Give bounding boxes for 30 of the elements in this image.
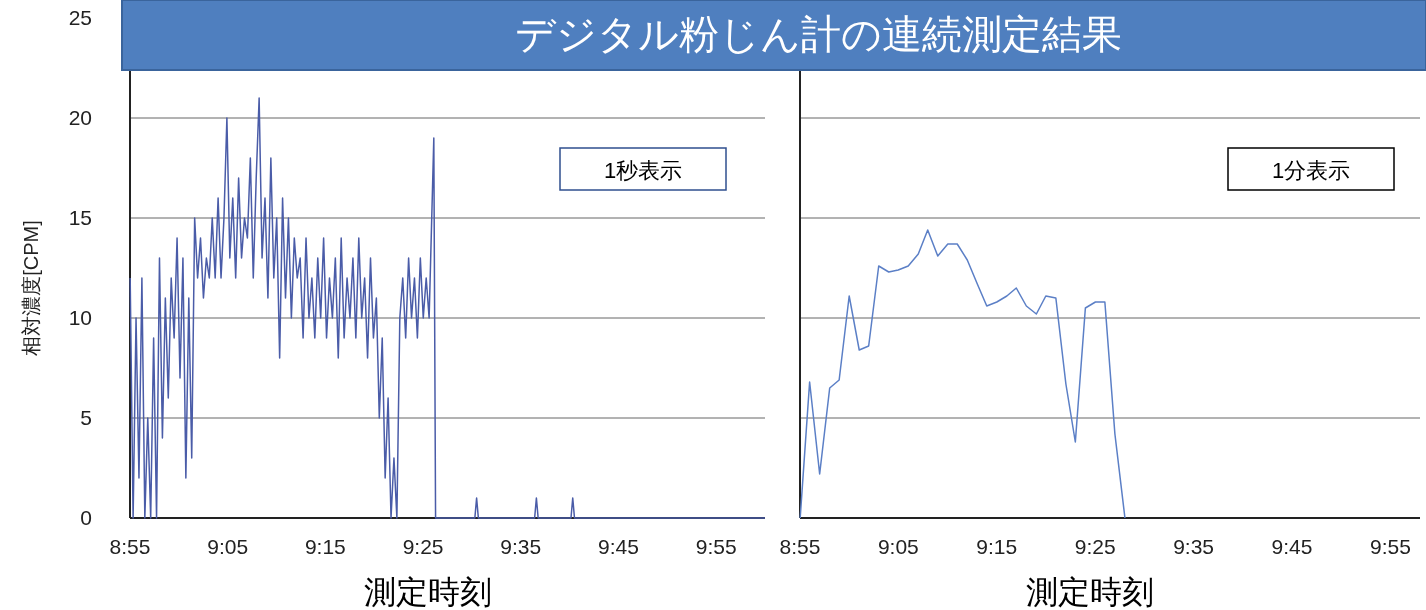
y-tick-label: 5 [80,406,92,429]
annotation: 1分表示 [1271,158,1351,183]
annotation: 1秒表示 [603,158,683,183]
y-tick-label: 0 [80,506,92,529]
x-tick-label: 9:55 [695,535,737,558]
x-tick-label: 9:05 [877,535,919,558]
label-box: 1秒表示 [559,147,727,191]
chart-title: デジタル粉じん計の連続測定結果 [514,12,1122,56]
label-box: 1分表示 [1227,147,1395,191]
y-axis-title: 相対濃度[CPM] [20,220,42,356]
x-axis-title: 測定時刻 [1026,574,1154,610]
x-tick-label: 9:15 [976,535,1018,558]
x-tick-label: 9:15 [304,535,346,558]
x-tick-label: 8:55 [779,535,821,558]
x-tick-label: 9:45 [1271,535,1313,558]
x-tick-label: 9:35 [500,535,542,558]
x-tick-label: 9:25 [1074,535,1116,558]
x-tick-label: 9:35 [1173,535,1215,558]
title-banner: デジタル粉じん計の連続測定結果 [121,0,1426,71]
x-tick-label: 9:45 [598,535,639,558]
y-tick-label: 20 [68,106,92,129]
x-tick-label: 9:55 [1370,535,1411,558]
x-tick-label: 8:55 [109,535,151,558]
line-series [129,97,766,519]
y-tick-label: 25 [68,6,92,29]
y-tick-label: 10 [68,306,92,329]
x-tick-label: 9:25 [402,535,444,558]
x-axis-title: 測定時刻 [363,574,492,610]
x-tick-label: 9:05 [207,535,249,558]
y-tick-label: 15 [68,206,92,229]
